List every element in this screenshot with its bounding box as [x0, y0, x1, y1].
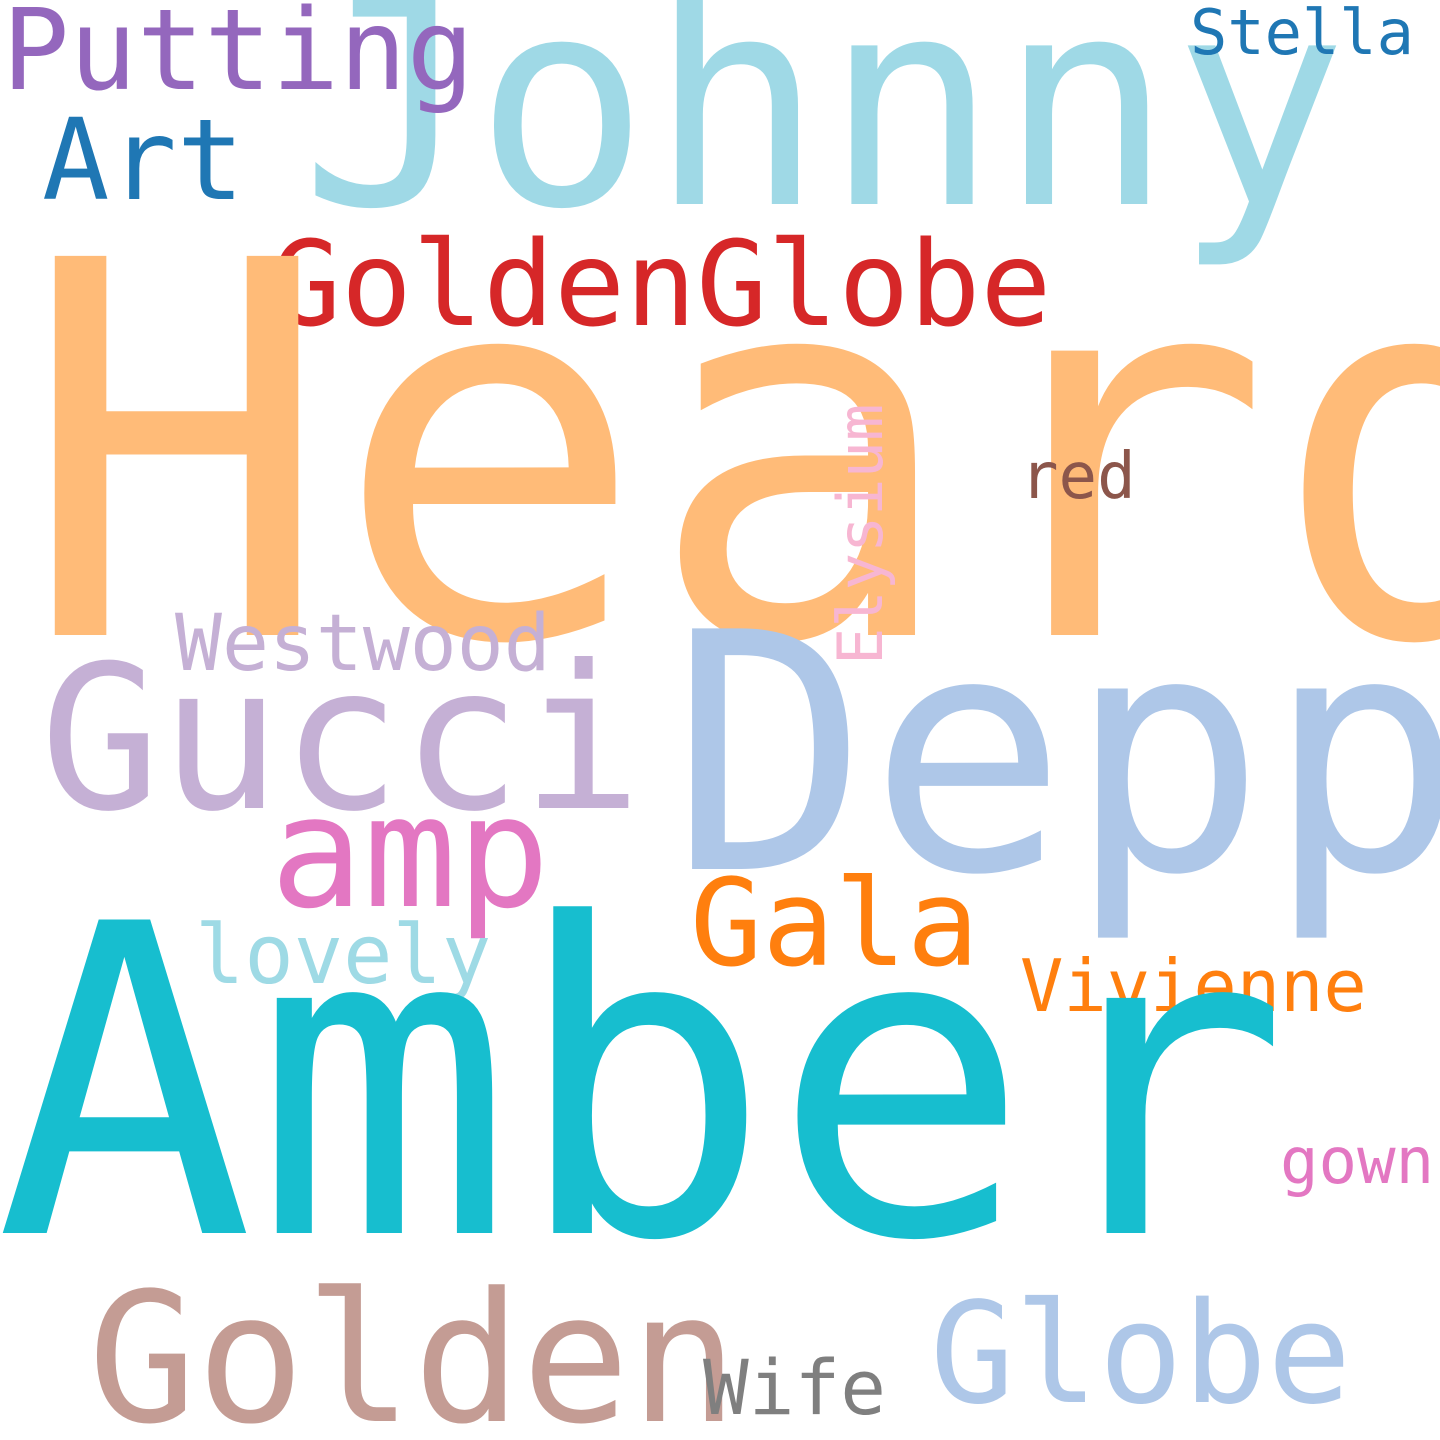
word-depp: Depp	[670, 563, 1440, 947]
word-gown: gown	[1280, 1125, 1435, 1199]
word-heard: Heard	[20, 152, 1440, 758]
word-golden: Golden	[88, 1255, 739, 1440]
word-globe: Globe	[930, 1273, 1352, 1436]
word-red: red	[1020, 440, 1136, 514]
word-wife: Wife	[703, 1343, 887, 1432]
word-westwood: Westwood	[175, 599, 551, 689]
word-putting: Putting	[2, 0, 475, 116]
word-amber: Amber	[0, 835, 1290, 1335]
word-amp: amp	[270, 762, 550, 943]
word-goldenglobe: GoldenGlobe	[270, 215, 1052, 353]
word-art: Art	[42, 96, 245, 226]
word-johnny: Johnny	[300, 0, 1348, 273]
word-lovely: lovely	[195, 908, 492, 1003]
word-gucci: Gucci	[40, 623, 643, 856]
word-stella: Stella	[1190, 0, 1414, 69]
word-gala: Gala	[690, 855, 979, 994]
word-vivienne: Vivienne	[1020, 944, 1367, 1028]
